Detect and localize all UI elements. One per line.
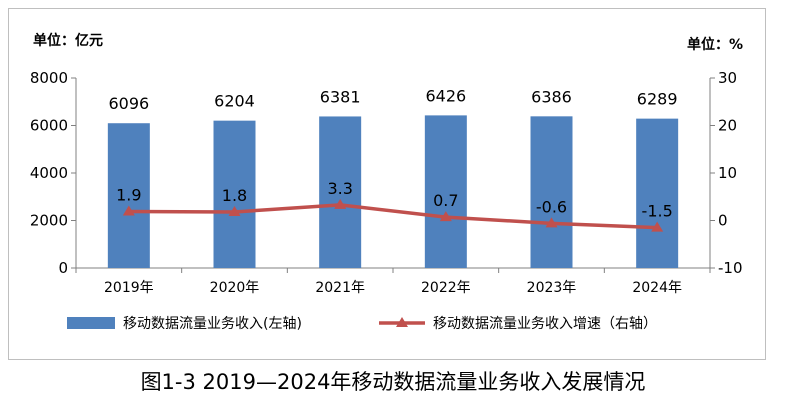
legend-bar-swatch bbox=[67, 317, 115, 329]
right-tick-label: 20 bbox=[718, 117, 737, 135]
bar-2020年 bbox=[213, 120, 256, 268]
growth-rate-line bbox=[128, 203, 658, 230]
x-tick-label: 2023年 bbox=[527, 280, 577, 296]
x-tick-label: 2020年 bbox=[210, 280, 260, 296]
x-tick-label: 2024年 bbox=[632, 280, 682, 296]
bar-2023年 bbox=[530, 116, 573, 269]
right-unit-label: 单位：% bbox=[687, 36, 743, 53]
growth-rate-marker bbox=[545, 217, 558, 228]
legend-bar-label: 移动数据流量业务收入(左轴) bbox=[123, 316, 302, 332]
bar-2022年 bbox=[424, 115, 467, 268]
bar-2024年 bbox=[636, 118, 679, 268]
growth-rate-marker bbox=[228, 205, 241, 216]
growth-rate-label: -0.6 bbox=[536, 197, 567, 216]
left-tick-label: 4000 bbox=[30, 164, 68, 182]
x-tick-label: 2021年 bbox=[315, 280, 365, 296]
bar-value-label: 6426 bbox=[425, 86, 466, 105]
growth-rate-marker bbox=[651, 221, 664, 232]
growth-rate-label: 1.8 bbox=[222, 186, 247, 205]
legend-line-label: 移动数据流量业务收入增速（右轴） bbox=[433, 316, 657, 332]
right-tick-label: -10 bbox=[718, 259, 743, 277]
bar-2021年 bbox=[319, 116, 362, 268]
growth-rate-marker bbox=[122, 205, 135, 216]
bar-value-label: 6381 bbox=[320, 87, 361, 106]
x-tick-label: 2019年 bbox=[104, 280, 154, 296]
right-tick-label: 0 bbox=[718, 212, 728, 230]
growth-rate-marker bbox=[334, 198, 347, 209]
bar-value-label: 6289 bbox=[637, 90, 678, 109]
growth-rate-marker bbox=[439, 211, 452, 222]
left-tick-label: 0 bbox=[58, 259, 68, 277]
bar-value-label: 6386 bbox=[531, 87, 572, 106]
growth-rate-label: 3.3 bbox=[327, 179, 352, 198]
bar-2019年 bbox=[107, 123, 150, 268]
left-tick-label: 8000 bbox=[30, 69, 68, 87]
growth-rate-label: 0.7 bbox=[433, 191, 458, 210]
bar-value-label: 6096 bbox=[108, 94, 149, 113]
right-tick-label: 10 bbox=[718, 164, 737, 182]
chart-svg: 单位：亿元 单位：% 0 2000 4000 6000 8000 -10 0 10 20 30 2019… bbox=[30, 32, 743, 332]
chart-frame: 单位：亿元 单位：% 0 2000 4000 6000 8000 -10 0 10 20 30 2019… bbox=[8, 8, 766, 360]
left-unit-label: 单位：亿元 bbox=[33, 32, 103, 49]
growth-rate-label: -1.5 bbox=[642, 202, 673, 221]
growth-rate-label: 1.9 bbox=[116, 185, 141, 204]
right-tick-label: 30 bbox=[718, 69, 737, 87]
figure-caption: 图1-3 2019—2024年移动数据流量业务收入发展情况 bbox=[140, 370, 646, 394]
legend-line-marker-icon bbox=[396, 317, 408, 327]
bar-value-label: 6204 bbox=[214, 92, 255, 111]
left-tick-label: 6000 bbox=[30, 117, 68, 135]
left-tick-label: 2000 bbox=[30, 212, 68, 230]
x-tick-label: 2022年 bbox=[421, 280, 471, 296]
